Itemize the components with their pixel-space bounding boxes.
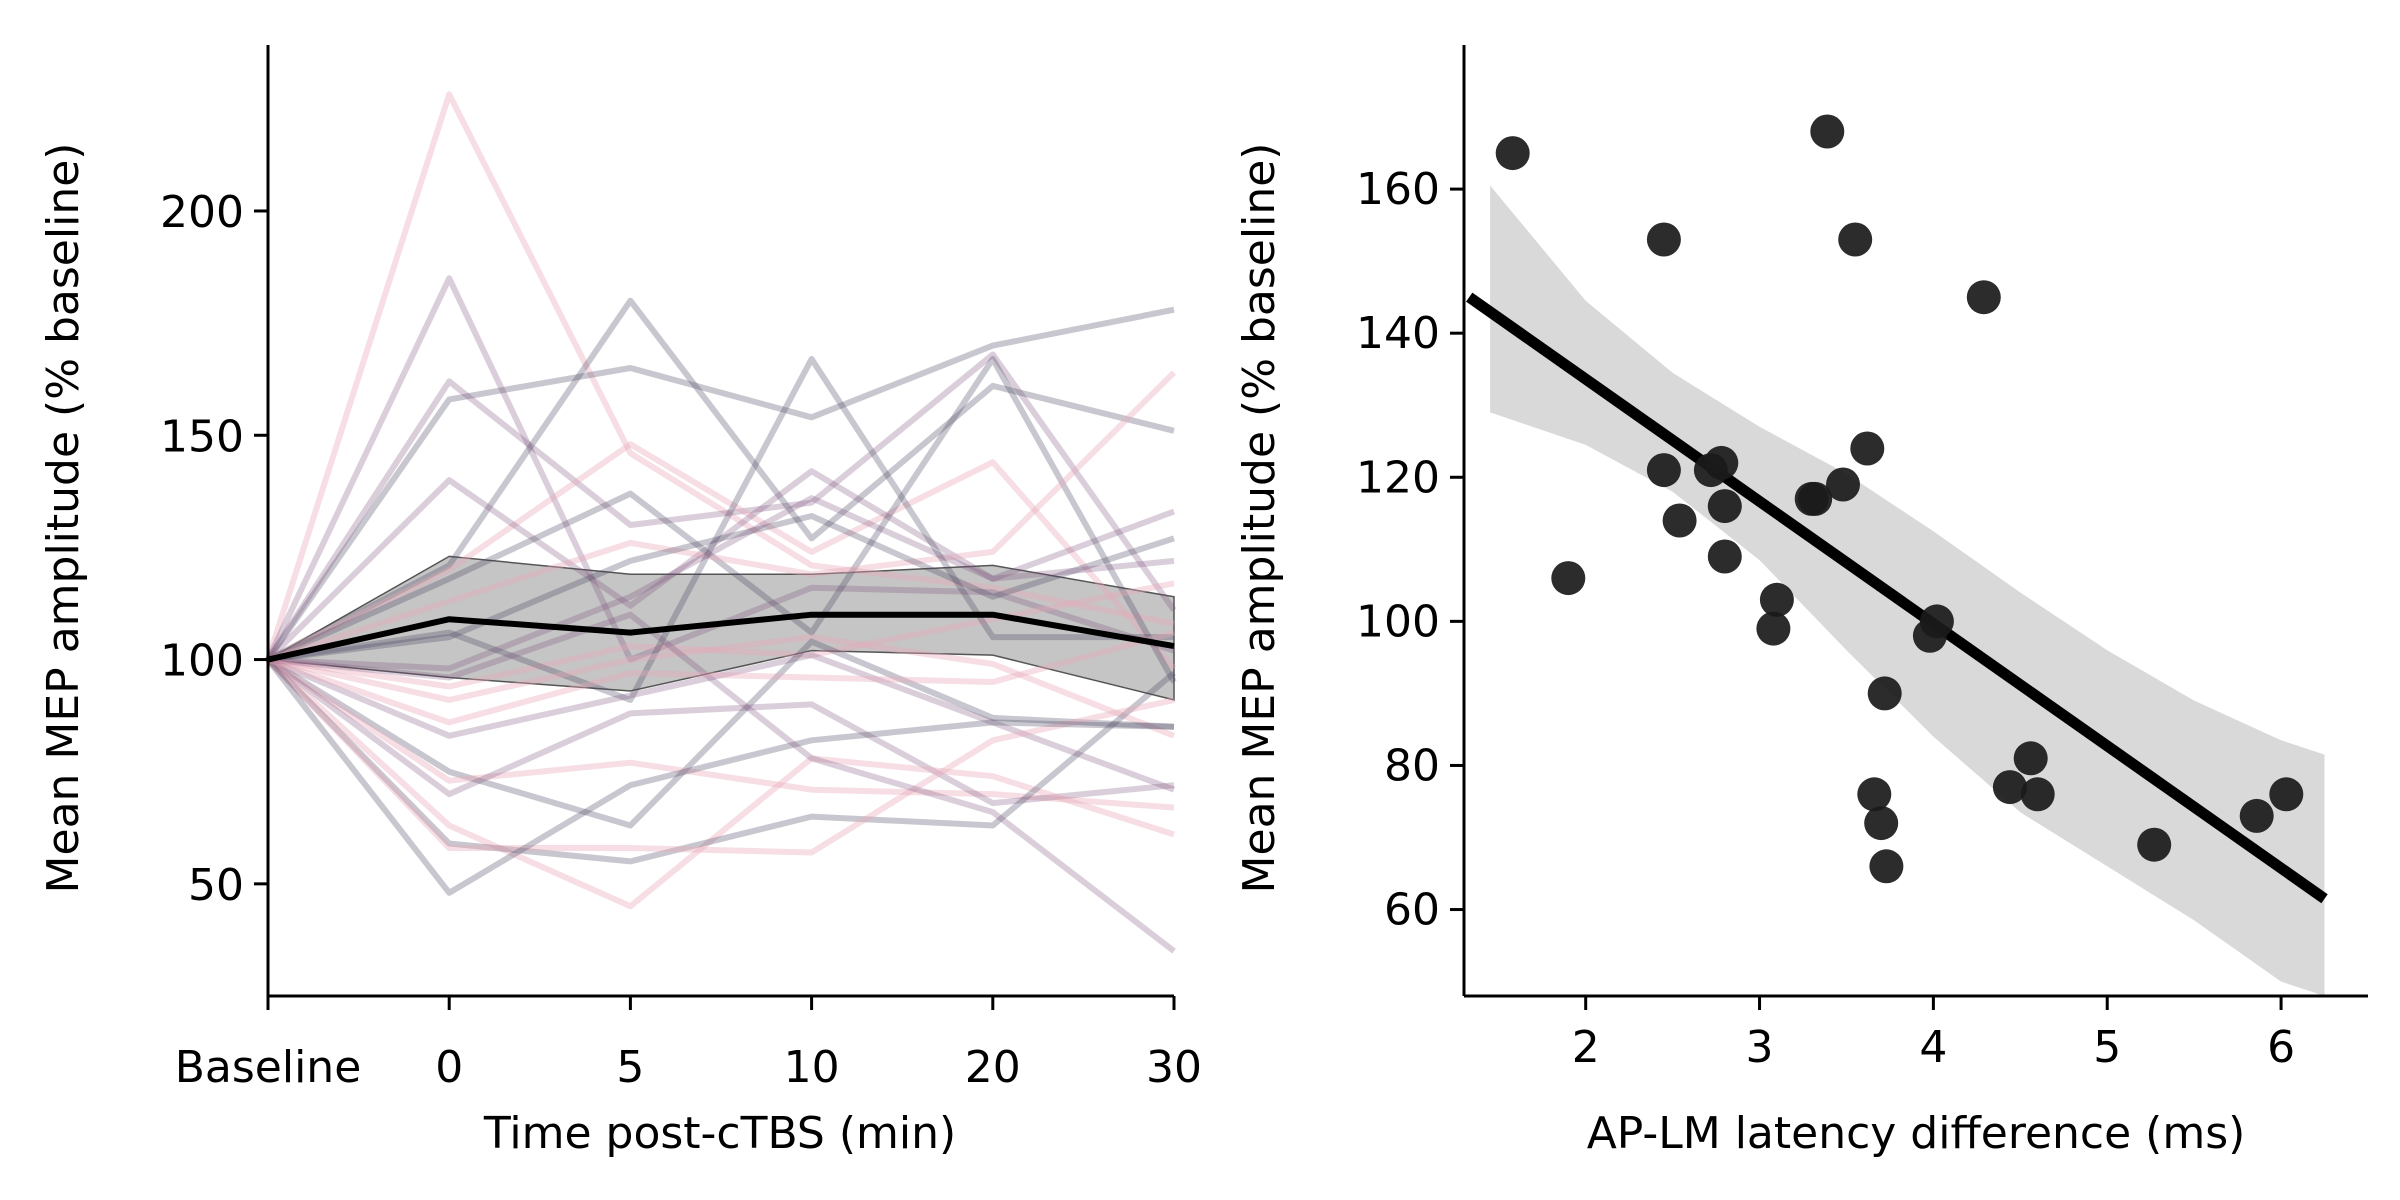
- subject-line-22: [265, 657, 1175, 896]
- x-axis-label: Time post-cTBS (min): [483, 1108, 956, 1159]
- subject-line-21: [265, 657, 1175, 856]
- x-tick-label: 6: [2267, 1022, 2295, 1073]
- x-tick-label: 4: [1919, 1022, 1947, 1073]
- scatter-point-7: [1704, 445, 1739, 480]
- ci-band-area: [265, 555, 1175, 701]
- latency-scatter-chart: 2 3 4 5 6 60 80 100 120 140 160 AP-LM latency dif…: [1234, 45, 2368, 1159]
- scatter-point-16: [1838, 222, 1873, 257]
- scatter-point-20: [1867, 676, 1902, 711]
- mean-ci-band: [265, 555, 1175, 701]
- regression-ci-area: [1490, 185, 2325, 996]
- individual-subject-lines: [265, 91, 1177, 954]
- scatter-point-27: [2020, 777, 2055, 812]
- y-axis-label: Mean MEP amplitude (% baseline): [1234, 143, 1285, 894]
- subject-line-10: [267, 513, 1175, 663]
- scatter-point-30: [2269, 777, 2304, 812]
- y-tick-label: 200: [160, 187, 244, 238]
- y-tick-label: 50: [188, 860, 244, 911]
- scatter-point-15: [1826, 467, 1860, 502]
- time-course-axes: [266, 45, 1174, 998]
- subject-line-5: [266, 297, 1175, 663]
- scatter-points: [1495, 114, 2304, 884]
- scatter-point-3: [1646, 222, 1681, 257]
- y-axis-label: Mean MEP amplitude (% baseline): [38, 143, 89, 894]
- scatter-point-8: [1707, 489, 1742, 524]
- x-tick-label: 10: [784, 1042, 840, 1093]
- subject-line-7: [265, 468, 1176, 662]
- fit-line: [1466, 292, 2328, 904]
- subject-line-23: [267, 611, 1176, 954]
- scatter-point-5: [1662, 503, 1697, 538]
- scatter-point-28: [2137, 827, 2172, 862]
- scatter-point-9: [1707, 539, 1742, 574]
- y-tick-label: 100: [1356, 596, 1440, 647]
- x-tick-label: 0: [435, 1042, 463, 1093]
- scatter-point-24: [1966, 280, 2001, 315]
- time-course-chart: Baseline 0 5 10 20 30 50 100 150 200 Time post-c…: [38, 45, 1202, 1159]
- y-tick-label: 120: [1356, 452, 1440, 503]
- subject-line-17: [266, 657, 1175, 811]
- x-ticks: Baseline 0 5 10 20 30: [175, 996, 1202, 1093]
- scatter-point-26: [2013, 741, 2048, 776]
- subject-line-24: [267, 629, 1175, 726]
- y-tick-label: 100: [160, 636, 244, 687]
- regression-ci-band: [1490, 185, 2325, 996]
- x-tick-label: 2: [1572, 1022, 1600, 1073]
- subject-line-18: [266, 657, 1175, 807]
- y-ticks: 60 80 100 120 140 160: [1356, 164, 1464, 936]
- subject-line-20: [265, 657, 1176, 865]
- y-tick-label: 160: [1356, 164, 1440, 215]
- scatter-point-11: [1759, 582, 1794, 617]
- scatter-point-23: [1919, 604, 1954, 639]
- x-tick-label: 3: [1746, 1022, 1774, 1073]
- scatter-point-19: [1864, 806, 1899, 841]
- scatter-point-25: [1992, 770, 2027, 805]
- scatter-point-13: [1798, 481, 1833, 516]
- scatter-point-4: [1646, 453, 1681, 488]
- scatter-point-10: [1756, 611, 1791, 646]
- x-tick-label: 5: [616, 1042, 644, 1093]
- subject-line-13: [267, 356, 1174, 703]
- subject-line-15: [266, 652, 1176, 793]
- x-ticks: 2 3 4 5 6: [1572, 996, 2295, 1073]
- subject-line-1: [265, 91, 1175, 661]
- scatter-axes: [1462, 45, 2368, 998]
- subject-line-12: [267, 580, 1175, 690]
- subject-line-4: [265, 351, 1177, 662]
- subject-line-9: [267, 370, 1177, 663]
- subject-line-14: [267, 634, 1176, 739]
- x-tick-label: 20: [965, 1042, 1021, 1093]
- subject-line-11: [267, 495, 1175, 672]
- scatter-point-21: [1869, 849, 1904, 884]
- x-axis-label: AP-LM latency difference (ms): [1587, 1108, 2246, 1159]
- mean-line: [267, 611, 1175, 663]
- regression-line: [1466, 292, 2328, 904]
- scatter-point-2: [1551, 561, 1586, 596]
- subject-line-3: [265, 306, 1175, 662]
- y-tick-label: 140: [1356, 308, 1440, 359]
- y-tick-label: 150: [160, 411, 244, 462]
- scatter-point-1: [1495, 136, 1530, 171]
- subject-line-19: [265, 657, 1175, 910]
- y-ticks: 50 100 150 200: [160, 187, 268, 911]
- scatter-point-17: [1850, 431, 1885, 466]
- subject-line-6: [266, 441, 1177, 671]
- subject-line-16: [266, 638, 1175, 829]
- y-tick-label: 60: [1384, 885, 1440, 936]
- subject-line-8: [266, 356, 1177, 684]
- scatter-point-14: [1810, 114, 1845, 149]
- scatter-point-29: [2239, 798, 2274, 833]
- mean-series-line: [267, 611, 1175, 663]
- x-tick-label: Baseline: [175, 1042, 362, 1093]
- y-tick-label: 80: [1384, 740, 1440, 791]
- scatter-point-18: [1857, 777, 1892, 812]
- x-tick-label: 30: [1146, 1042, 1202, 1093]
- x-tick-label: 5: [2093, 1022, 2121, 1073]
